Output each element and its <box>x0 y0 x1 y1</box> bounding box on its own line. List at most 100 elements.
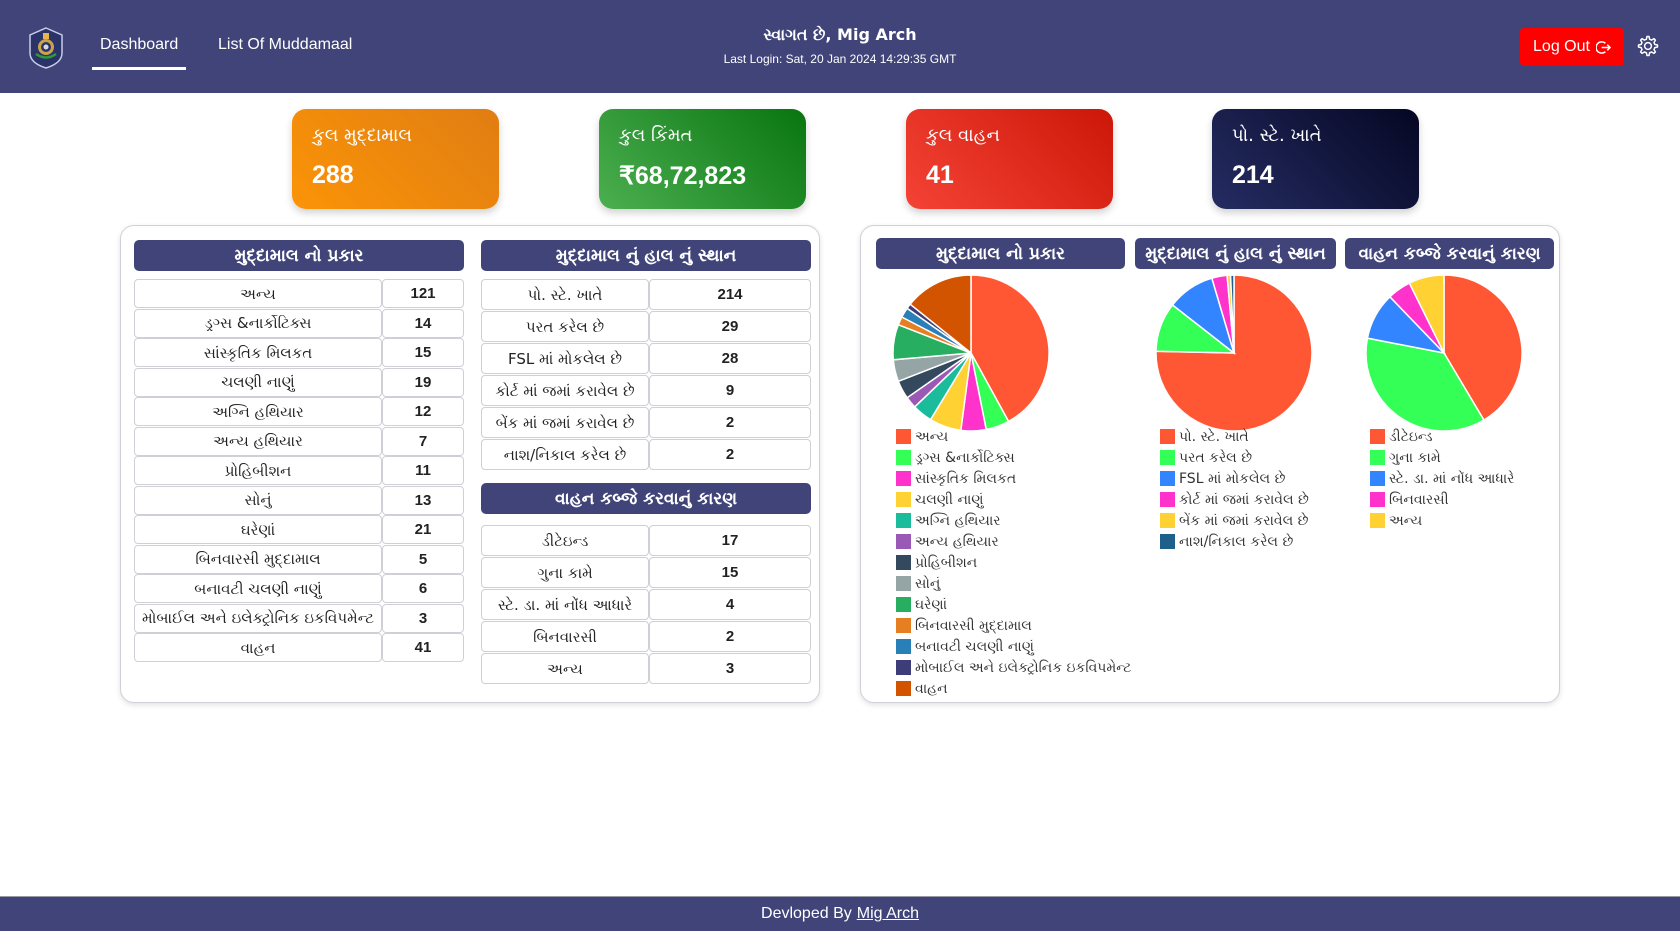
table-row: સ્ટે. ડા. માં નોંધ આધારે 4 <box>481 589 811 620</box>
table-row: ડીટેઇન્ડ 17 <box>481 525 811 556</box>
legend-item[interactable]: ગુના કામે <box>1370 447 1514 468</box>
legend-item[interactable]: અન્ય <box>1370 510 1514 531</box>
legend-swatch <box>1370 513 1385 528</box>
card-label: કુલ મુદ્દામાલ <box>312 125 413 146</box>
pie-slice[interactable] <box>1408 274 1445 354</box>
legend-item[interactable]: મોબાઈલ અને ઇલેક્ટ્રોનિક ઇકવિપમેન્ટ <box>896 657 1131 678</box>
table-row: પ્રોહિબીશન 11 <box>134 456 464 485</box>
row-label: અગ્નિ હથિયાર <box>134 397 382 426</box>
table-row: અન્ય 121 <box>134 279 464 308</box>
table-row: બિનવારસી 2 <box>481 621 811 652</box>
row-label: વાહન <box>134 633 382 662</box>
legend-item[interactable]: સાંસ્કૃતિક મિલકત <box>896 468 1131 489</box>
row-label: FSL માં મોકલેલ છે <box>481 343 649 374</box>
legend-item[interactable]: સોનું <box>896 573 1131 594</box>
legend-item[interactable]: નાશ/નિકાલ કરેલ છે <box>1160 531 1309 552</box>
legend-swatch <box>1160 534 1175 549</box>
legend-item[interactable]: FSL માં મોકલેલ છે <box>1160 468 1309 489</box>
legend-swatch <box>1370 471 1385 486</box>
table-row: ડ્રગ્સ &નાર્કોટિક્સ 14 <box>134 308 464 338</box>
row-value: 41 <box>382 633 464 662</box>
row-label: કોર્ટ માં જમાં કરાવેલ છે <box>481 375 649 406</box>
row-value: 11 <box>382 456 464 485</box>
legend-label: ગુના કામે <box>1389 449 1441 466</box>
footer-prefix: Devloped By <box>761 905 852 922</box>
row-label: બિનવારસી મુદ્દામાલ <box>134 544 382 574</box>
charts-panel: મુદ્દામાલ નો પ્રકાર મુદ્દામાલ નું હાલ નુ… <box>860 225 1560 703</box>
legend-item[interactable]: ચલણી નાણું <box>896 489 1131 510</box>
legend-swatch <box>896 576 911 591</box>
legend-item[interactable]: અન્ય <box>896 426 1131 447</box>
legend-label: બનાવટી ચલણી નાણું <box>915 638 1034 655</box>
table-row: FSL માં મોકલેલ છે 28 <box>481 343 811 374</box>
legend-label: કોર્ટ માં જમાં કરાવેલ છે <box>1179 491 1309 508</box>
legend-label: ડીટેઇન્ડ <box>1389 428 1433 445</box>
row-value: 214 <box>649 279 811 310</box>
row-value: 13 <box>382 485 464 515</box>
legend-swatch <box>896 513 911 528</box>
row-label: સાંસ્કૃતિક મિલકત <box>134 338 382 367</box>
footer-developer-link[interactable]: Mig Arch <box>856 905 919 922</box>
pie-slice[interactable] <box>1229 274 1235 354</box>
logout-button[interactable]: Log Out <box>1520 28 1624 66</box>
location-chart-title: મુદ્દામાલ નું હાલ નું સ્થાન <box>1135 238 1336 269</box>
pie-slice[interactable] <box>970 274 1050 423</box>
legend-label: પરત કરેલ છે <box>1179 449 1253 466</box>
legend-swatch <box>896 555 911 570</box>
legend-item[interactable]: અગ્નિ હથિયાર <box>896 510 1131 531</box>
legend-label: પો. સ્ટે. ખાતે <box>1179 428 1249 445</box>
card-total-vehicles: કુલ વાહન 41 <box>906 109 1113 209</box>
logout-label: Log Out <box>1533 38 1590 55</box>
legend-label: ઘરેણાં <box>915 596 948 613</box>
legend-item[interactable]: સ્ટે. ડા. માં નોંધ આધારે <box>1370 468 1514 489</box>
top-navbar: Dashboard List Of Muddamaal સ્વાગત છે, M… <box>0 0 1680 93</box>
nav-list-of-muddamaal[interactable]: List Of Muddamaal <box>218 36 353 53</box>
legend-item[interactable]: બિનવારસી મુદ્દામાલ <box>896 615 1131 636</box>
row-label: મોબાઈલ અને ઇલેક્ટ્રોનિક ઇકવિપમેન્ટ <box>134 603 382 633</box>
legend-item[interactable]: ઘરેણાં <box>896 594 1131 615</box>
row-value: 21 <box>382 515 464 544</box>
legend-label: સાંસ્કૃતિક મિલકત <box>915 470 1017 487</box>
legend-label: FSL માં મોકલેલ છે <box>1179 470 1286 487</box>
row-label: ડીટેઇન્ડ <box>481 525 649 556</box>
card-label: કુલ વાહન <box>926 125 1000 146</box>
legend-item[interactable]: કોર્ટ માં જમાં કરાવેલ છે <box>1160 489 1309 510</box>
table-row: અન્ય હથિયાર 7 <box>134 426 464 456</box>
pie-slice[interactable] <box>1443 274 1523 422</box>
table-row: અગ્નિ હથિયાર 12 <box>134 397 464 426</box>
card-value: 288 <box>312 161 354 189</box>
legend-label: સોનું <box>915 575 941 592</box>
card-value: 214 <box>1232 161 1274 189</box>
row-value: 2 <box>649 407 811 438</box>
row-label: પ્રોહિબીશન <box>134 456 382 485</box>
gear-icon[interactable] <box>1636 34 1660 58</box>
legend-item[interactable]: અન્ય હથિયાર <box>896 531 1131 552</box>
row-value: 14 <box>382 308 464 338</box>
legend-item[interactable]: ડીટેઇન્ડ <box>1370 426 1514 447</box>
legend-item[interactable]: પરત કરેલ છે <box>1160 447 1309 468</box>
legend-item[interactable]: બનાવટી ચલણી નાણું <box>896 636 1131 657</box>
row-label: બનાવટી ચલણી નાણું <box>134 574 382 603</box>
legend-label: બિનવારસી મુદ્દામાલ <box>915 617 1032 634</box>
legend-item[interactable]: પો. સ્ટે. ખાતે <box>1160 426 1309 447</box>
tables-panel: મુદ્દામાલ નો પ્રકાર અન્ય 121 ડ્રગ્સ &નાર્ક… <box>120 225 820 703</box>
legend-item[interactable]: બિનવારસી <box>1370 489 1514 510</box>
legend-swatch <box>1370 492 1385 507</box>
legend-swatch <box>1370 429 1385 444</box>
legend-swatch <box>896 618 911 633</box>
row-value: 6 <box>382 574 464 603</box>
pie-slice[interactable] <box>1365 337 1485 432</box>
nav-dashboard[interactable]: Dashboard <box>100 36 179 53</box>
legend-label: બિનવારસી <box>1389 491 1449 508</box>
legend-item[interactable]: વાહન <box>896 678 1131 699</box>
legend-swatch <box>1160 429 1175 444</box>
row-value: 19 <box>382 367 464 397</box>
legend-item[interactable]: બેંક માં જમાં કરાવેલ છે <box>1160 510 1309 531</box>
legend-swatch <box>896 450 911 465</box>
pie-slice[interactable] <box>909 274 972 355</box>
legend-swatch <box>1370 450 1385 465</box>
legend-item[interactable]: ડ્રગ્સ &નાર્કોટિક્સ <box>896 447 1131 468</box>
table-row: સોનું 13 <box>134 485 464 515</box>
legend-item[interactable]: પ્રોહિબીશન <box>896 552 1131 573</box>
vehicle-chart-legend: ડીટેઇન્ડ ગુના કામે સ્ટે. ડા. માં નોંધ આધાર… <box>1370 426 1514 531</box>
